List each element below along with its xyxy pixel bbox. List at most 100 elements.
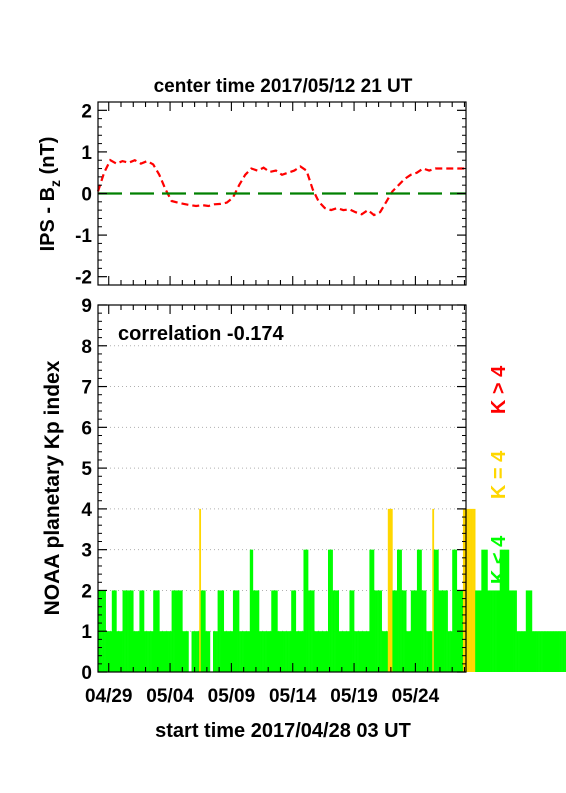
kp-bar xyxy=(409,631,412,672)
kp-bar xyxy=(298,631,301,672)
bottom-x-axis-label: start time 2017/04/28 03 UT xyxy=(155,720,411,742)
kp-bar xyxy=(193,631,195,672)
kp-bar xyxy=(407,631,410,672)
kp-bar xyxy=(289,631,292,672)
top-y-tick-label: 0 xyxy=(81,185,92,206)
kp-bar xyxy=(536,631,539,672)
kp-bar xyxy=(262,631,264,672)
kp-bar xyxy=(512,590,514,672)
kp-bar xyxy=(430,631,433,672)
kp-bar xyxy=(421,590,424,672)
kp-bar xyxy=(186,631,189,672)
kp-bar xyxy=(114,590,117,672)
kp-bar xyxy=(358,631,361,672)
legend-entry: K = 4 xyxy=(488,450,510,499)
bottom-y-tick-label: 8 xyxy=(81,337,92,358)
kp-bar xyxy=(142,590,145,672)
kp-bar xyxy=(400,549,402,672)
kp-bar xyxy=(397,549,399,672)
kp-bar xyxy=(205,631,208,672)
kp-bar xyxy=(213,631,215,672)
bottom-x-ticks: 04/29 05/04 05/09 05/14 05/19 05/24 xyxy=(85,305,466,707)
kp-bar xyxy=(312,590,315,672)
kp-bar xyxy=(197,631,200,672)
kp-bar xyxy=(476,590,479,672)
kp-bar xyxy=(519,631,522,672)
ips-bz-series-line xyxy=(96,158,466,217)
kp-bar xyxy=(266,631,269,672)
kp-bar xyxy=(535,631,537,672)
kp-bar xyxy=(541,631,543,672)
kp-bar xyxy=(144,631,146,672)
kp-bar xyxy=(403,590,405,672)
kp-bar xyxy=(335,590,338,672)
kp-bar xyxy=(370,549,373,672)
kp-bar xyxy=(234,590,237,672)
kp-bar xyxy=(331,549,333,672)
kp-bar xyxy=(332,590,335,672)
kp-bar xyxy=(374,590,376,672)
kp-bar xyxy=(384,631,387,672)
kp-bar xyxy=(533,631,536,672)
kp-bar xyxy=(496,590,499,672)
kp-bar xyxy=(548,631,551,672)
kp-bar xyxy=(447,631,450,672)
kp-bar xyxy=(292,590,295,672)
kp-bar xyxy=(412,590,415,672)
kp-bar xyxy=(386,631,389,672)
kp-bar xyxy=(340,631,343,672)
kp-bar xyxy=(108,631,111,672)
kp-bar xyxy=(229,631,232,672)
kp-bar xyxy=(259,631,261,672)
kp-bar xyxy=(122,590,125,672)
kp-bar xyxy=(558,631,560,672)
kp-bar xyxy=(507,549,510,672)
kp-bar xyxy=(510,590,513,672)
kp-bar xyxy=(308,590,310,672)
correlation-annotation: correlation -0.174 xyxy=(118,323,285,345)
kp-bar xyxy=(268,631,271,672)
kp-bar xyxy=(395,590,398,672)
kp-bar xyxy=(469,508,471,672)
kp-bar xyxy=(324,631,327,672)
kp-bar xyxy=(393,590,396,672)
kp-bar xyxy=(515,590,517,672)
kp-bar xyxy=(217,590,220,672)
kp-bar xyxy=(294,590,297,672)
kp-bar xyxy=(251,549,254,672)
bottom-x-tick-label: 05/24 xyxy=(392,686,440,707)
kp-bar xyxy=(545,631,548,672)
kp-bar xyxy=(148,631,151,672)
kp-bar xyxy=(214,631,217,672)
kp-bar xyxy=(484,549,487,672)
kp-bar xyxy=(338,631,341,672)
bottom-y-axis-label: NOAA planetary Kp index xyxy=(41,360,64,615)
kp-bar xyxy=(360,631,363,672)
kp-bar xyxy=(240,631,243,672)
kp-bar xyxy=(444,590,447,672)
kp-bar xyxy=(352,590,355,672)
kp-bar xyxy=(153,590,156,672)
kp-bar xyxy=(466,508,468,672)
kp-bar xyxy=(499,549,502,672)
bottom-y-tick-label: 0 xyxy=(81,663,92,684)
kp-bar xyxy=(375,590,378,672)
kp-bar xyxy=(196,631,198,672)
kp-bar xyxy=(318,631,321,672)
kp-bar xyxy=(524,631,527,672)
kp-bar xyxy=(453,549,456,672)
kp-bar xyxy=(436,549,439,672)
kp-bar xyxy=(390,508,393,672)
kp-bar xyxy=(228,631,231,672)
kp-bar xyxy=(449,631,451,672)
kp-bar xyxy=(174,590,177,672)
kp-bar xyxy=(285,631,287,672)
kp-bar xyxy=(531,631,534,672)
kp-bar xyxy=(107,631,110,672)
kp-bar xyxy=(226,631,229,672)
kp-bar xyxy=(542,631,545,672)
kp-bar xyxy=(521,631,524,672)
kp-bar xyxy=(321,631,324,672)
kp-bar xyxy=(280,631,283,672)
kp-bar xyxy=(525,590,528,672)
